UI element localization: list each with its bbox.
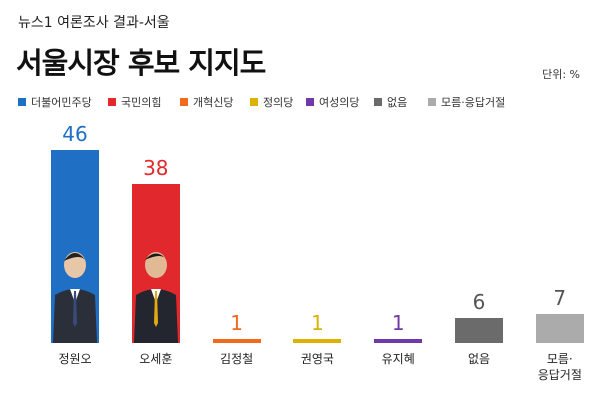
value-label: 38 <box>143 155 169 180</box>
legend-label: 국민의힘 <box>121 96 162 109</box>
legend-swatch <box>18 98 26 106</box>
legend-swatch <box>108 98 116 106</box>
chart-title: 서울시장 후보 지지도 <box>16 46 266 80</box>
value-label: 1 <box>311 310 324 335</box>
legend-label: 없음 <box>387 96 408 109</box>
legend-item: 모름·응답거절 <box>428 94 505 110</box>
bar <box>374 338 423 343</box>
x-tick-label: 모름· 응답거절 <box>537 352 582 382</box>
x-tick-label: 유지혜 <box>381 352 415 366</box>
legend-swatch <box>428 98 436 106</box>
legend-label: 정의당 <box>263 96 294 109</box>
legend-item: 더불어민주당 <box>18 94 92 110</box>
x-tick-label: 김정철 <box>220 352 254 366</box>
legend-label: 여성의당 <box>319 96 360 109</box>
legend-swatch <box>374 98 382 106</box>
value-label: 46 <box>62 122 88 146</box>
bar <box>455 317 503 343</box>
candidate-photo <box>134 252 178 343</box>
x-tick-label: 없음 <box>467 352 491 366</box>
legend-swatch <box>180 98 188 106</box>
legend-item: 없음 <box>374 94 407 110</box>
legend-swatch <box>250 98 258 106</box>
value-label: 6 <box>472 289 486 314</box>
value-label: 1 <box>230 310 243 335</box>
unit-label: 단위: % <box>542 68 580 81</box>
x-tick-label: 정원오 <box>58 352 92 366</box>
legend-item: 여성의당 <box>306 94 359 110</box>
legend-item: 개혁신당 <box>180 94 233 110</box>
bar <box>293 338 342 343</box>
x-tick-label: 권영국 <box>300 352 334 366</box>
candidate-photo <box>53 252 97 343</box>
bar <box>212 338 261 343</box>
value-label: 1 <box>391 310 405 335</box>
value-label: 7 <box>553 285 567 310</box>
bar <box>535 313 584 343</box>
legend-label: 모름·응답거절 <box>441 96 506 109</box>
subtitle: 뉴스1 여론조사 결과-서울 <box>18 15 170 31</box>
legend-label: 더불어민주당 <box>31 96 92 109</box>
legend-swatch <box>306 98 314 106</box>
legend-item: 정의당 <box>250 94 293 110</box>
legend-label: 개혁신당 <box>193 96 234 109</box>
x-tick-label: 오세훈 <box>139 352 173 366</box>
legend-item: 국민의힘 <box>108 94 161 110</box>
